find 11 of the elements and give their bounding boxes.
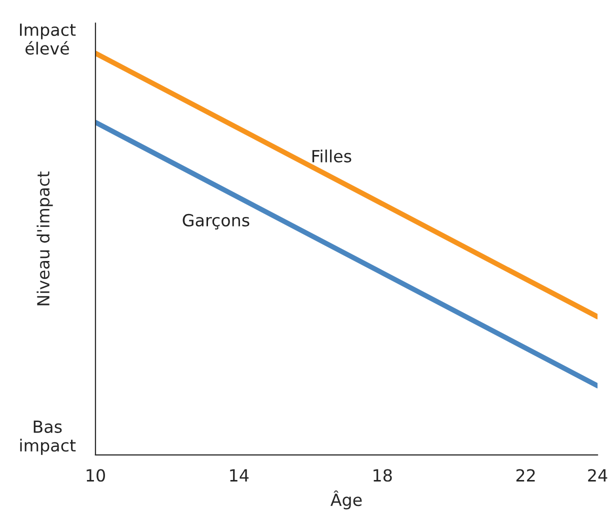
y-axis-title: Niveau d'impact <box>36 172 53 306</box>
x-tick-label: 14 <box>230 469 249 482</box>
text: Impact élevé <box>20 24 76 55</box>
x-tick-label: 22 <box>516 469 535 482</box>
x-axis-title: Âge <box>330 490 362 510</box>
x-tick-label: 24 <box>588 469 608 482</box>
series-label: Garçons <box>182 214 250 230</box>
x-tick-label: 18 <box>374 469 392 482</box>
text: Bas impact <box>20 420 76 455</box>
x-tick-label: 10 <box>86 469 105 482</box>
series-label: Filles <box>312 150 352 162</box>
